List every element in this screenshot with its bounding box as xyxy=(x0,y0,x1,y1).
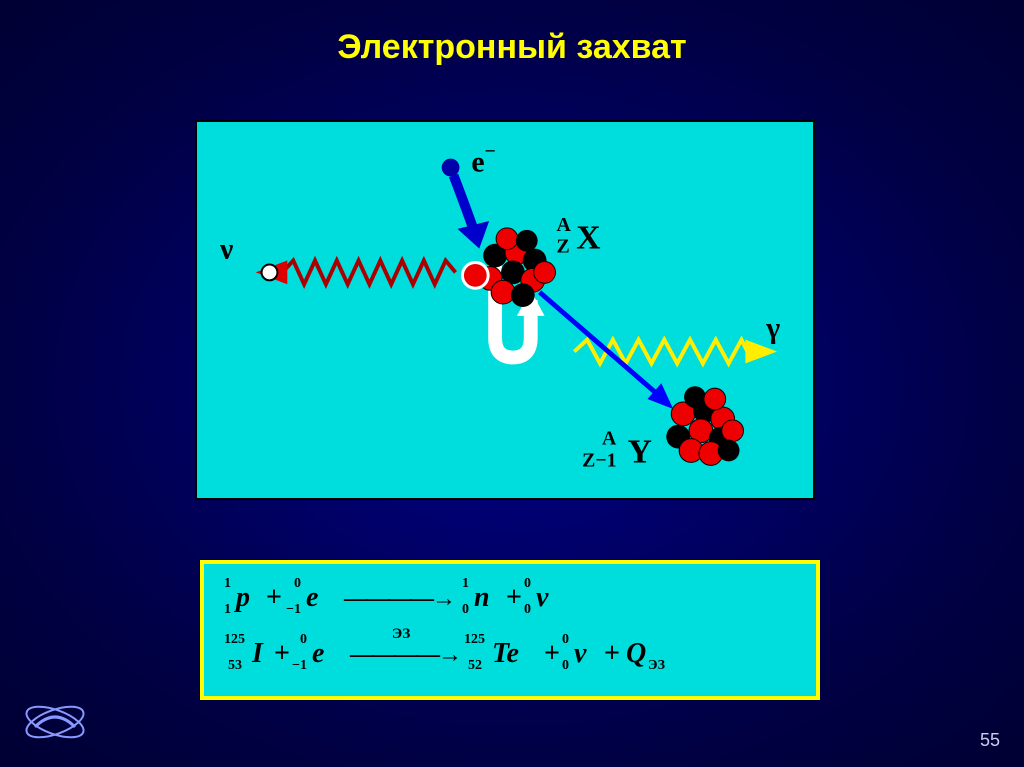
daughter-label: A Z−1 Y xyxy=(582,422,652,473)
equation-line-1: 1 1 p + 0 −1 e ————→ 1 0 n + 0 0 ν xyxy=(224,582,796,632)
electron-arrow xyxy=(454,175,474,228)
institution-logo xyxy=(20,697,90,747)
equation-box: 1 1 p + 0 −1 e ————→ 1 0 n + 0 0 ν 125 5… xyxy=(200,560,820,700)
target-proton xyxy=(462,263,488,289)
electron-label: e− xyxy=(471,141,495,179)
electron-arrow-head xyxy=(458,221,490,249)
transition-arrow-line xyxy=(540,292,666,401)
diagram-svg: ν γ A Z X xyxy=(197,122,813,498)
equation-line-2: 125 53 I + 0 −1 e ————→ ЭЗ 125 52 Te + 0… xyxy=(224,638,796,688)
incoming-electron xyxy=(442,159,460,177)
electron-capture-diagram: ν γ A Z X xyxy=(195,120,815,500)
daughter-nucleus xyxy=(666,386,743,465)
neutrino-wave xyxy=(282,261,455,285)
slide-title: Электронный захват xyxy=(0,0,1024,67)
neutrino-particle xyxy=(262,264,278,280)
parent-label: A Z X xyxy=(556,208,600,259)
neutrino-label: ν xyxy=(219,234,233,266)
page-number: 55 xyxy=(980,730,1000,751)
gamma-label: γ xyxy=(765,313,780,345)
